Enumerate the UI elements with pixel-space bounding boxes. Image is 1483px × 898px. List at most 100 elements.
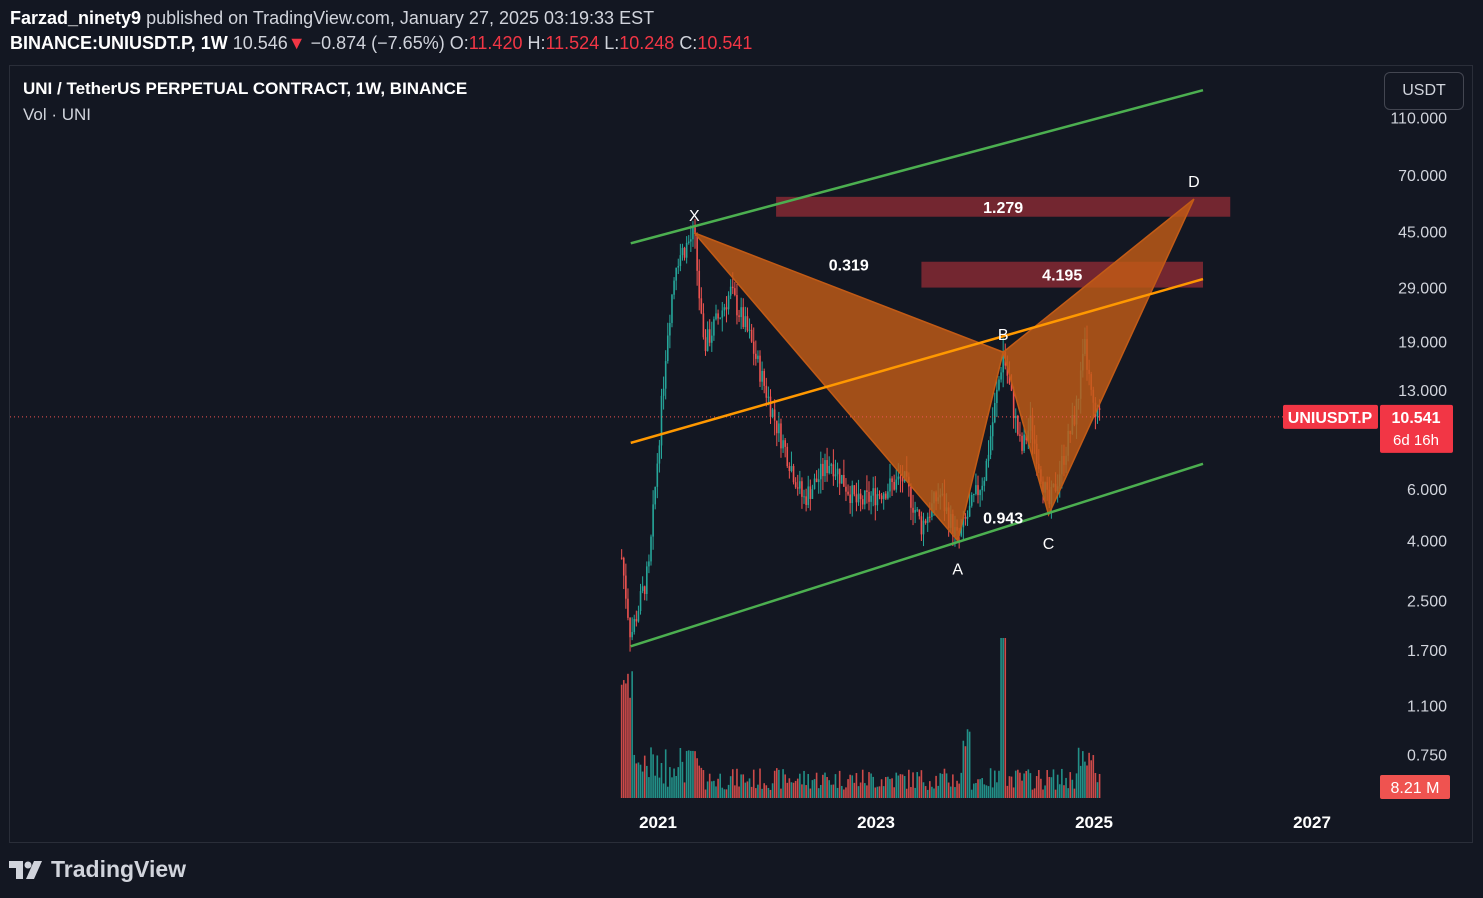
volume-bar [1071, 779, 1074, 798]
volume-bar [897, 775, 900, 798]
candle-body [887, 491, 889, 499]
tradingview-logo[interactable]: TradingView [9, 856, 186, 883]
volume-bar [943, 768, 946, 798]
candle-body [660, 395, 663, 446]
candle-body [870, 495, 872, 502]
candle-body [876, 494, 879, 506]
volume-bar [836, 787, 839, 798]
candle-body [861, 499, 864, 505]
volume-bar [830, 784, 833, 798]
volume-bar [650, 747, 652, 798]
volume-bar [813, 779, 816, 798]
bar-countdown: 6d 16h [1393, 432, 1439, 449]
candle-body [778, 423, 780, 434]
candle-body [826, 460, 828, 474]
candle-body [989, 436, 992, 455]
candle-body [998, 379, 1000, 390]
volume-bar [1017, 769, 1019, 798]
volume-bar [1056, 774, 1059, 798]
volume-bar [926, 789, 929, 798]
y-tick-label: 19.000 [1398, 335, 1447, 352]
volume-bar [1038, 770, 1040, 798]
volume-bar [832, 784, 835, 798]
candle-body [690, 239, 692, 242]
candle-body [738, 315, 740, 318]
volume-bar [985, 785, 988, 798]
volume-bar [1008, 776, 1011, 798]
candle-body [723, 307, 726, 311]
volume-bar [746, 781, 749, 798]
candle-body [878, 494, 881, 496]
candle-body [864, 490, 866, 505]
candle-body [786, 446, 789, 467]
candle-body [899, 476, 902, 479]
volume-bar [828, 780, 830, 798]
candle-body [1019, 434, 1021, 436]
candle-body [840, 475, 843, 484]
candle-body [993, 403, 996, 423]
logo-text: TradingView [51, 856, 187, 882]
candle-body [750, 329, 753, 342]
tradingview-logo-icon [9, 860, 42, 879]
candle-body [715, 313, 717, 320]
symbol-label: BINANCE:UNIUSDT.P, 1W [10, 33, 228, 53]
y-tick-label: 0.750 [1407, 748, 1447, 765]
volume-bar [744, 782, 747, 798]
candle-body [1098, 408, 1101, 410]
symbol-tag-label: UNIUSDT.P [1288, 410, 1373, 427]
candle-body [855, 494, 858, 503]
volume-bar [849, 774, 851, 798]
volume-bar [889, 778, 891, 798]
candle-body [744, 316, 747, 327]
candle-body [895, 479, 898, 490]
volume-bar [660, 763, 663, 798]
author-name[interactable]: Farzad_ninety9 [10, 8, 142, 28]
volume-bar [656, 755, 659, 798]
volume-bar [685, 750, 688, 798]
volume-bar [801, 784, 803, 798]
candle-body [803, 496, 805, 498]
volume-bar [887, 776, 889, 798]
candle-body [627, 598, 629, 618]
volume-bar [855, 773, 858, 798]
volume-bar [1031, 789, 1034, 798]
candle-body [880, 495, 883, 500]
volume-bar [719, 773, 721, 798]
volume-bar [876, 786, 879, 798]
x-tick-label: 2025 [1075, 813, 1113, 832]
candle-body [773, 409, 776, 421]
candle-body [987, 454, 990, 461]
ratio-label: 0.943 [983, 511, 1023, 528]
chart-legend-title: UNI / TetherUS PERPETUAL CONTRACT, 1W, B… [23, 79, 468, 98]
candle-body [796, 487, 799, 489]
volume-bar [937, 785, 939, 798]
candle-body [794, 482, 797, 488]
volume-bar [1023, 773, 1025, 798]
volume-bar [1088, 752, 1090, 798]
candle-body [639, 591, 642, 612]
currency-button[interactable]: USDT [1384, 72, 1464, 110]
zone-ratio-label: 4.195 [1042, 268, 1082, 285]
volume-bar [1079, 765, 1082, 798]
volume-bar [752, 769, 755, 798]
candle-body [968, 505, 971, 517]
chart-frame [9, 65, 1473, 843]
volume-bar [1073, 788, 1076, 798]
candle-body [817, 479, 820, 482]
volume-bar [960, 772, 963, 798]
volume-bar [700, 767, 703, 798]
volume-bar [1010, 776, 1013, 798]
candle-body [882, 493, 885, 500]
candle-body [780, 423, 782, 449]
candle-body [820, 463, 822, 480]
volume-bar [782, 769, 784, 798]
volume-bar [996, 782, 998, 798]
volume-bar [805, 785, 807, 798]
volume-bar [711, 781, 713, 798]
down-arrow-icon: ▼ [287, 33, 306, 53]
candle-body [960, 527, 963, 536]
candle-body [828, 465, 830, 474]
volume-bar [778, 769, 780, 798]
y-tick-label: 110.000 [1390, 110, 1447, 127]
